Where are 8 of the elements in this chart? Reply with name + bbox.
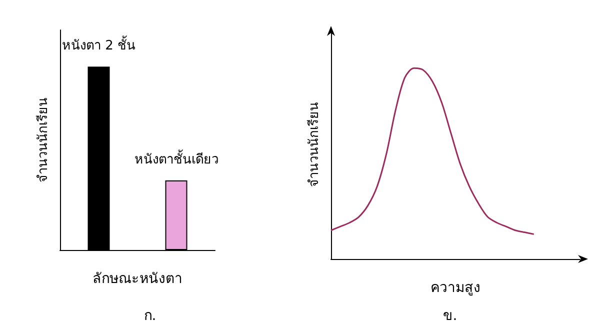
x-axis-title: ลักษณะหนังตา bbox=[92, 271, 182, 287]
text: ก. bbox=[144, 308, 156, 324]
x-tick-label: หนังตา 2 ชั้น bbox=[62, 36, 136, 54]
y-axis-title: จำนวนนักเรียน bbox=[306, 102, 322, 187]
y-axis-title: จำนวนนักเรียน bbox=[35, 98, 51, 182]
x-tick-label: หนังตาชั้นเดียว bbox=[134, 149, 218, 168]
x-axis-title: ความสูง bbox=[430, 280, 480, 296]
text: ข. bbox=[442, 308, 458, 324]
